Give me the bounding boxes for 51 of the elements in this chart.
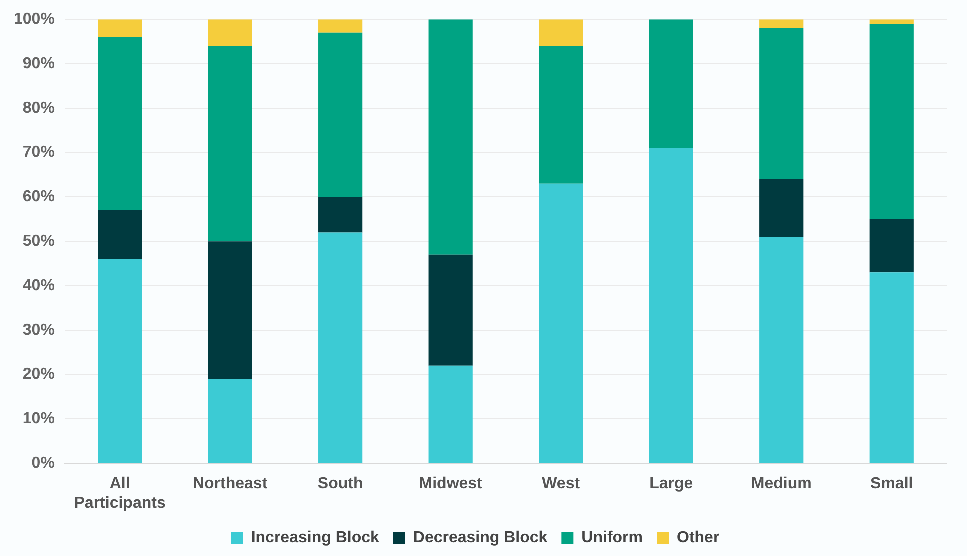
x-tick-label: Small [870, 476, 914, 493]
bar [318, 20, 363, 33]
bar [98, 210, 142, 260]
bar [760, 20, 804, 28]
bar [98, 259, 142, 464]
y-tick-label: 40% [22, 277, 55, 294]
bar [649, 148, 694, 464]
bar [318, 32, 363, 198]
bar [649, 20, 694, 148]
bar [208, 46, 252, 242]
bar [428, 20, 473, 255]
bar [760, 237, 804, 464]
bar [428, 366, 473, 464]
bar [208, 379, 252, 464]
y-tick-label: 50% [22, 233, 55, 250]
x-tick-label: West [542, 476, 581, 493]
bar [870, 20, 914, 24]
bar [428, 254, 473, 366]
y-tick-label: 30% [22, 322, 55, 339]
x-tick-label: All Participants [74, 476, 166, 512]
x-tick-label: South [318, 476, 364, 493]
legend-label: Uniform [582, 529, 643, 546]
y-tick-label: 10% [22, 410, 55, 428]
bar [870, 219, 914, 273]
bar [539, 46, 584, 184]
legend-label: Other [676, 529, 720, 546]
bar [870, 272, 914, 464]
y-tick-label: 70% [22, 144, 55, 162]
x-tick-label: Northeast [192, 476, 268, 493]
bar [318, 232, 363, 464]
y-tick-label: 80% [22, 100, 55, 117]
bar [208, 20, 252, 46]
x-tick-label: Large [650, 476, 694, 493]
legend-label: Increasing Block [251, 529, 380, 546]
y-tick-label: 0% [32, 455, 55, 472]
bar [760, 28, 804, 180]
y-tick-label: 20% [22, 366, 55, 384]
bar [208, 242, 252, 380]
bar [318, 197, 363, 233]
bar [539, 20, 584, 46]
bar [760, 179, 804, 238]
y-tick-label: 90% [22, 55, 55, 72]
legend-label: Decreasing Block [413, 529, 548, 546]
bar [539, 184, 584, 464]
x-tick-label: Midwest [419, 476, 484, 493]
bar [870, 24, 914, 220]
y-tick-label: 100% [14, 11, 55, 28]
x-tick-label: Medium [751, 476, 812, 493]
bar [98, 37, 142, 211]
bar [98, 20, 142, 38]
y-tick-label: 60% [22, 188, 55, 206]
